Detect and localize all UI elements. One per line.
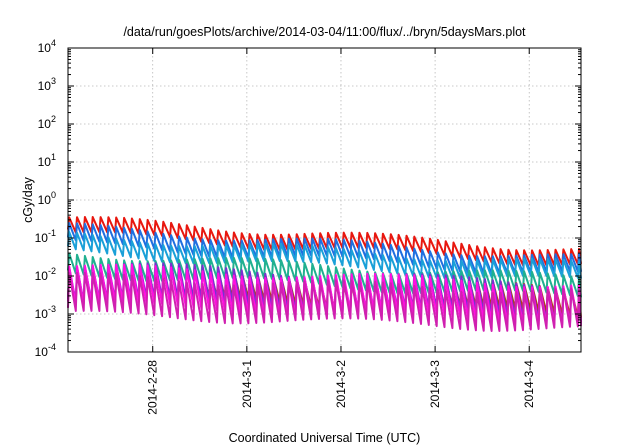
series-line xyxy=(67,271,582,332)
x-axis: 2014-2-28 2014-3-1 2014-3-2 2014-3-3 2014-3-… xyxy=(146,48,536,415)
y-axis-label: cGy/day xyxy=(21,176,35,223)
y-tick-label: 102 xyxy=(38,114,56,131)
y-tick-label: 100 xyxy=(38,190,56,207)
x-tick-label: 2014-2-28 xyxy=(146,360,160,415)
y-tick-label: 103 xyxy=(38,76,56,93)
y-tick-label: 101 xyxy=(38,152,56,169)
chart-title: /data/run/goesPlots/archive/2014-03-04/1… xyxy=(123,25,526,39)
y-axis: 10-4 10-3 10-2 10-1 100 101 102 103 104 xyxy=(35,38,581,359)
y-tick-label: 10-4 xyxy=(35,342,56,359)
series-group xyxy=(67,216,582,332)
x-tick-label: 2014-3-4 xyxy=(522,360,536,408)
y-tick-label: 10-3 xyxy=(35,304,56,321)
x-tick-label: 2014-3-3 xyxy=(428,360,442,408)
y-tick-label: 10-1 xyxy=(35,228,56,245)
y-tick-label: 104 xyxy=(38,38,56,55)
x-tick-label: 2014-3-2 xyxy=(334,360,348,408)
x-axis-label: Coordinated Universal Time (UTC) xyxy=(229,431,421,445)
y-tick-label: 10-2 xyxy=(35,266,56,283)
x-tick-label: 2014-3-1 xyxy=(240,360,254,408)
